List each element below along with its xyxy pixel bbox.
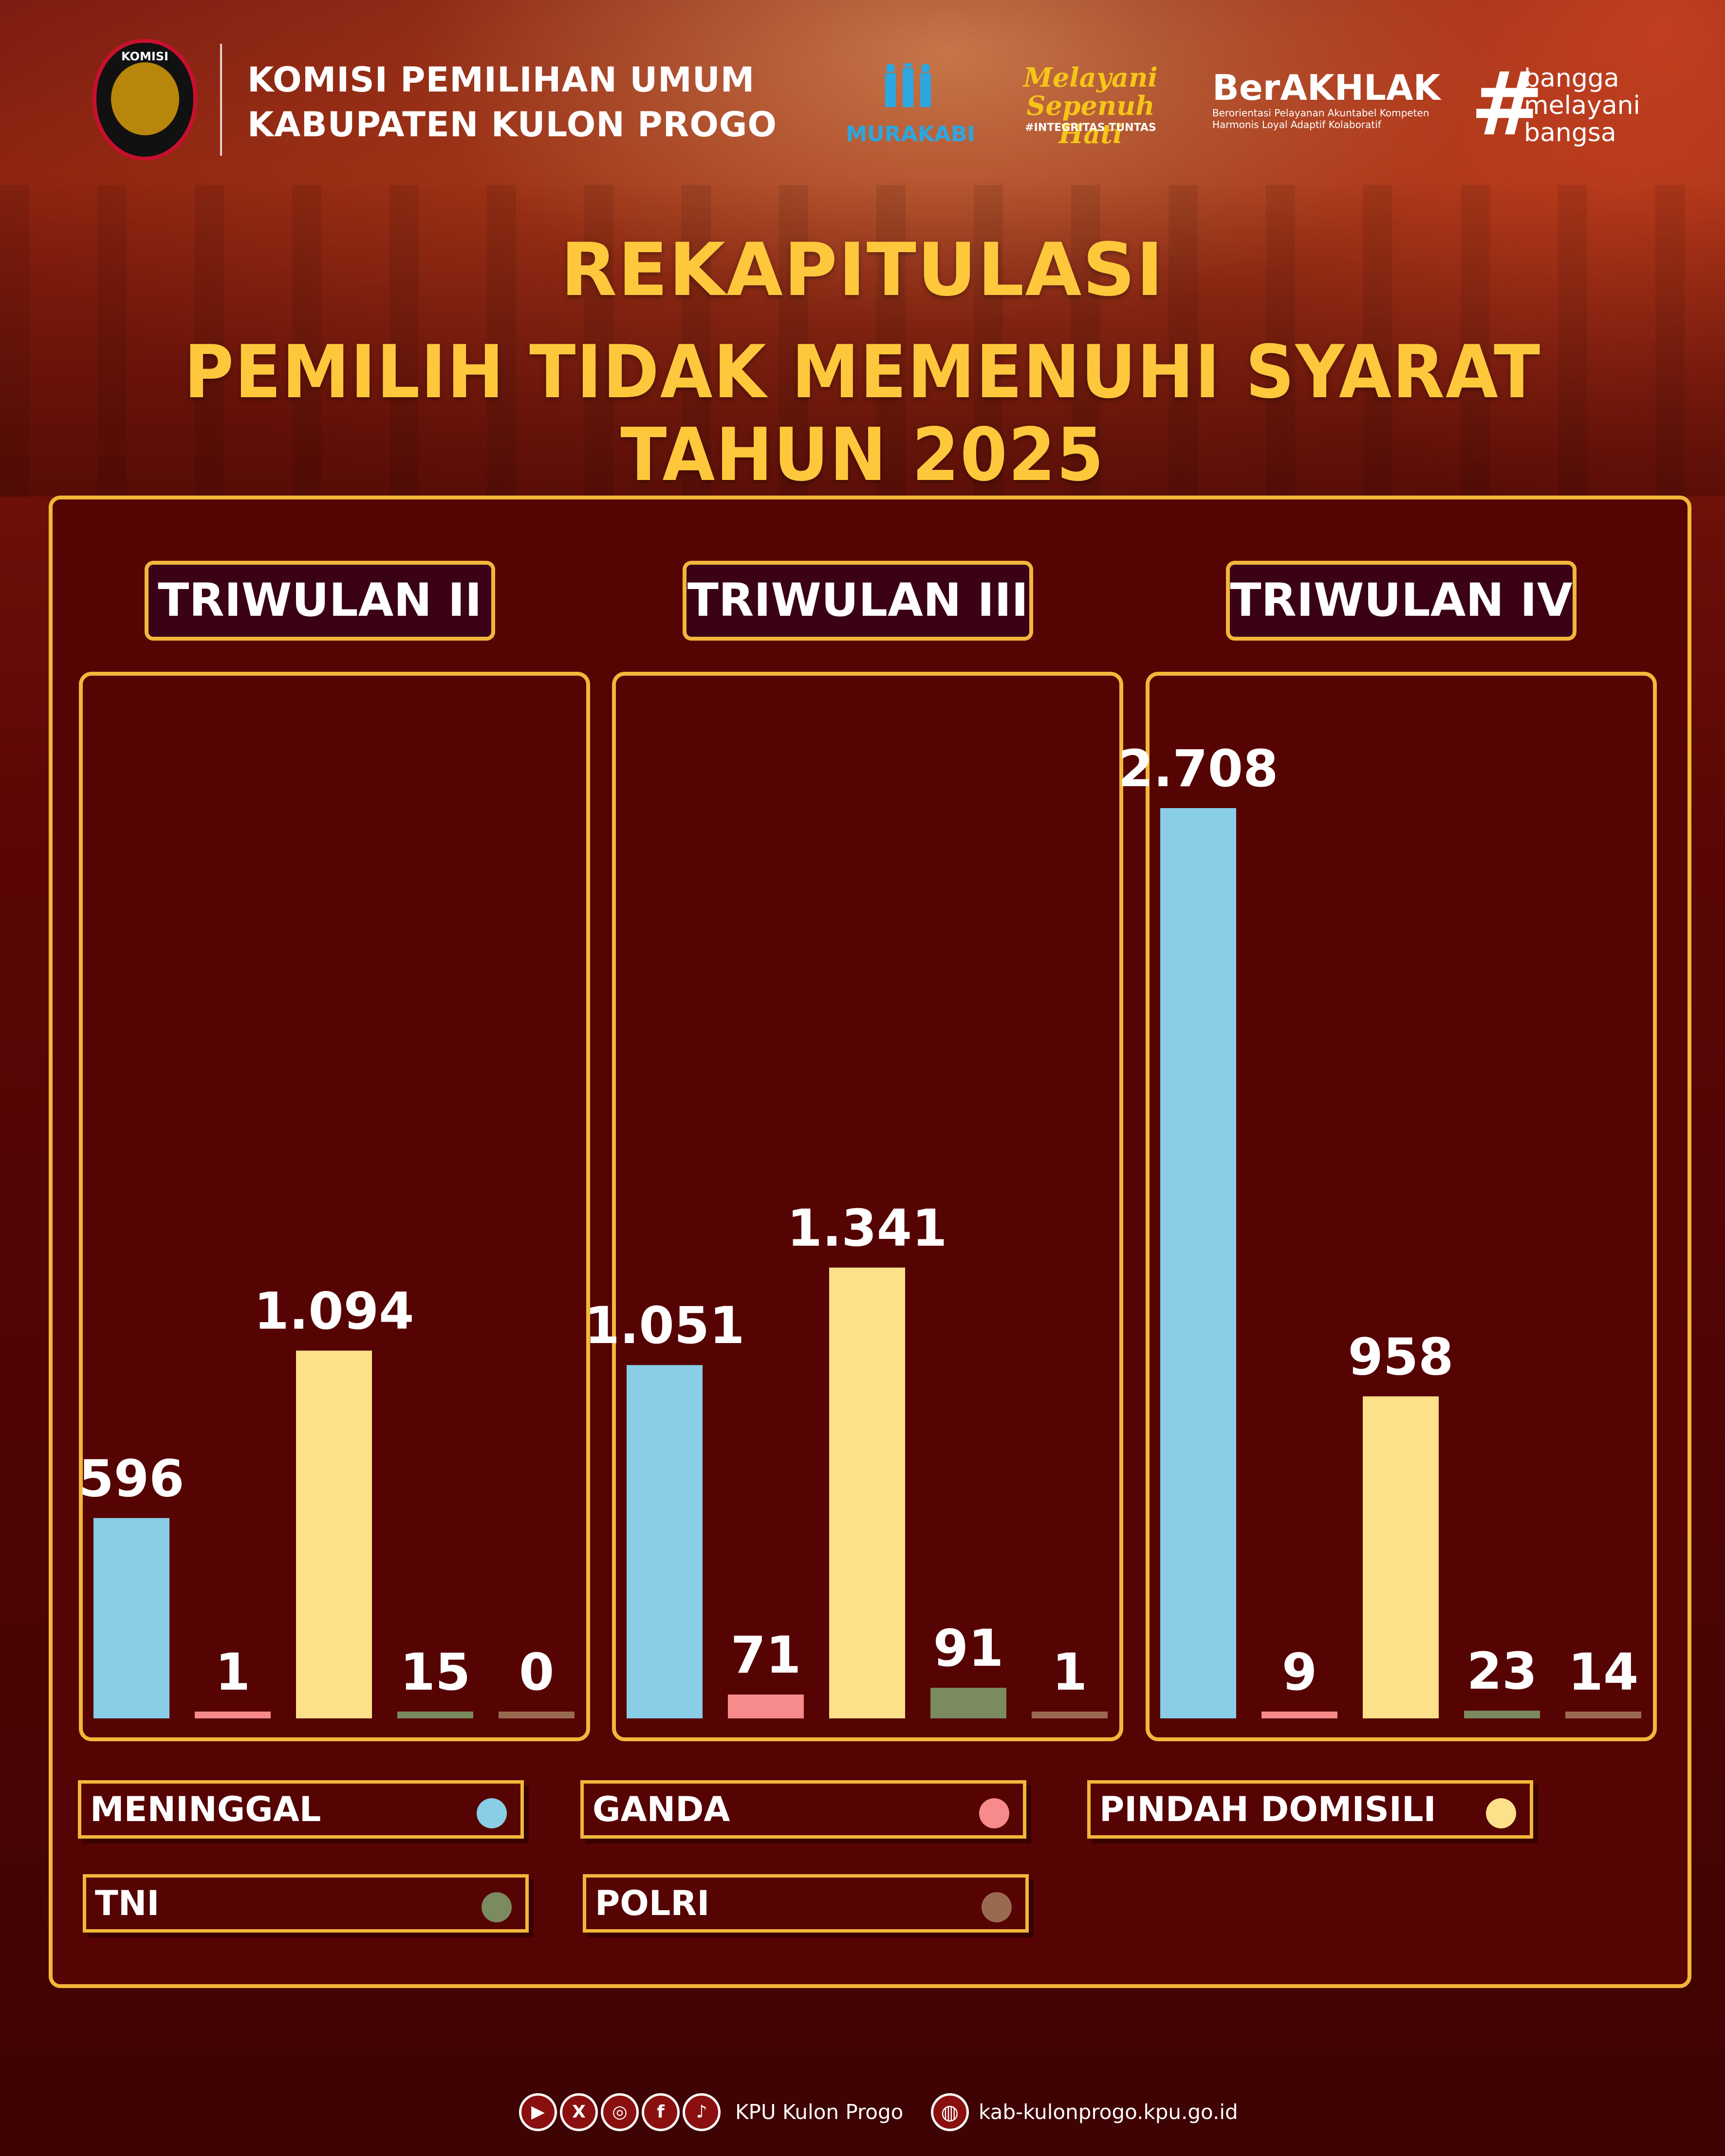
bar-4-polri (1565, 1712, 1641, 1718)
legend-label: TNI (95, 1883, 160, 1923)
data-label: 2.708 (1118, 739, 1279, 798)
bar-3-polri (1032, 1712, 1108, 1718)
data-label: 1 (1052, 1642, 1087, 1702)
legend-item-pindah-domisili: PINDAH DOMISILI (1087, 1780, 1533, 1839)
legend-color-dot (1486, 1798, 1516, 1828)
legend-label: PINDAH DOMISILI (1099, 1789, 1436, 1829)
legend-item-meninggal: MENINGGAL (78, 1780, 524, 1839)
chart-box-triwulan-3 (612, 672, 1123, 1741)
instagram-icon[interactable]: ◎ (601, 2093, 639, 2131)
data-label: 71 (731, 1625, 801, 1685)
globe-icon[interactable]: ◍ (931, 2093, 969, 2131)
youtube-icon[interactable]: ▶ (519, 2093, 557, 2131)
legend-label: MENINGGAL (90, 1789, 321, 1829)
triwulan-3-label: TRIWULAN III (683, 561, 1033, 641)
bar-4-tni (1464, 1711, 1540, 1718)
melayani-line-1: Melayani (1023, 62, 1158, 93)
header: KOMISI KOMISI PEMILIHAN UMUM KABUPATEN K… (93, 39, 1651, 166)
legend-color-dot (482, 1892, 512, 1922)
footer-website[interactable]: kab-kulonprogo.kpu.go.id (979, 2100, 1238, 2124)
bar-4-meninggal (1160, 808, 1236, 1718)
data-label: 14 (1568, 1642, 1639, 1702)
murakabi-label: MURAKABI (846, 122, 975, 147)
legend-item-tni: TNI (83, 1874, 529, 1933)
murakabi-logo: MURAKABI (842, 63, 979, 151)
bar-3-ganda (728, 1694, 804, 1718)
page-title: REKAPITULASI (560, 228, 1165, 313)
berakhlak-title: BerAKHLAK (1212, 67, 1441, 108)
org-line-2: KABUPATEN KULON PROGO (247, 105, 777, 145)
bar-2-polri (499, 1712, 575, 1718)
legend-item-polri: POLRI (583, 1874, 1029, 1933)
berakhlak-logo: BerAKHLAK Berorientasi Pelayanan Akuntab… (1212, 68, 1446, 151)
header-divider (220, 44, 222, 156)
page-subtitle: PEMILIH TIDAK MEMENUHI SYARAT TAHUN 2025 (184, 330, 1541, 498)
legend-label: GANDA (593, 1789, 730, 1829)
melayani-logo: Melayani Sepenuh Hati #INTEGRITAS TUNTAS (998, 63, 1183, 151)
background-building (0, 185, 1725, 497)
x-icon[interactable]: X (560, 2093, 598, 2131)
legend-item-ganda: GANDA (580, 1780, 1026, 1839)
melayani-line-2: Sepenuh Hati (1026, 90, 1155, 149)
data-label: 596 (78, 1449, 184, 1508)
data-label: 1.051 (585, 1296, 745, 1355)
chart-box-triwulan-2 (79, 672, 590, 1741)
legend-color-dot (979, 1798, 1009, 1828)
bar-2-ganda (195, 1712, 271, 1718)
data-label: 1.094 (254, 1282, 414, 1341)
organization-name: KOMISI PEMILIHAN UMUM KABUPATEN KULON PR… (247, 57, 777, 147)
berakhlak-sub-2: Harmonis Loyal Adaptif Kolaboratif (1212, 119, 1381, 130)
footer-account[interactable]: KPU Kulon Progo (735, 2100, 904, 2124)
bar-2-meninggal (93, 1518, 169, 1718)
berakhlak-sub-1: Berorientasi Pelayanan Akuntabel Kompete… (1212, 107, 1429, 119)
hashtag-icon: # (1470, 54, 1544, 155)
garuda-emblem-icon (111, 62, 179, 135)
bar-3-tni (930, 1688, 1006, 1718)
legend-color-dot (477, 1798, 507, 1828)
kpu-seal-logo: KOMISI (93, 39, 197, 161)
bangga-words: bangga melayani bangsa (1524, 65, 1640, 147)
data-label: 91 (933, 1619, 1004, 1678)
seal-text: KOMISI (121, 50, 168, 63)
bangga-word-2: melayani (1524, 91, 1641, 120)
footer: ▶ X ◎ f ♪ KPU Kulon Progo ◍ kab-kulonpro… (0, 2093, 1725, 2142)
data-label: 0 (519, 1642, 554, 1702)
people-icon (885, 63, 931, 107)
bangga-word-1: bangga (1524, 64, 1619, 93)
bar-3-pindah-domisili (829, 1267, 905, 1718)
bar-4-ganda (1261, 1712, 1337, 1718)
data-label: 23 (1467, 1641, 1538, 1701)
org-line-1: KOMISI PEMILIHAN UMUM (247, 60, 755, 100)
triwulan-2-label: TRIWULAN II (145, 561, 495, 641)
bar-2-tni (397, 1712, 473, 1718)
triwulan-4-label: TRIWULAN IV (1226, 561, 1577, 641)
facebook-icon[interactable]: f (642, 2093, 680, 2131)
bar-4-pindah-domisili (1363, 1396, 1439, 1718)
bar-3-meninggal (627, 1365, 703, 1718)
data-label: 1.341 (787, 1198, 947, 1258)
tiktok-icon[interactable]: ♪ (683, 2093, 721, 2131)
background-glow-right (1141, 0, 1725, 535)
bangga-melayani-logo: # bangga melayani bangsa (1470, 61, 1665, 158)
chart-box-triwulan-4 (1146, 672, 1657, 1741)
legend-color-dot (982, 1892, 1012, 1922)
legend-label: POLRI (595, 1883, 710, 1923)
data-label: 15 (400, 1642, 471, 1702)
bar-2-pindah-domisili (296, 1350, 372, 1718)
data-label: 1 (215, 1642, 250, 1702)
data-label: 9 (1282, 1642, 1317, 1702)
melayani-tagline: #INTEGRITAS TUNTAS (1025, 122, 1156, 134)
data-label: 958 (1348, 1327, 1453, 1386)
bangga-word-3: bangsa (1524, 118, 1616, 147)
